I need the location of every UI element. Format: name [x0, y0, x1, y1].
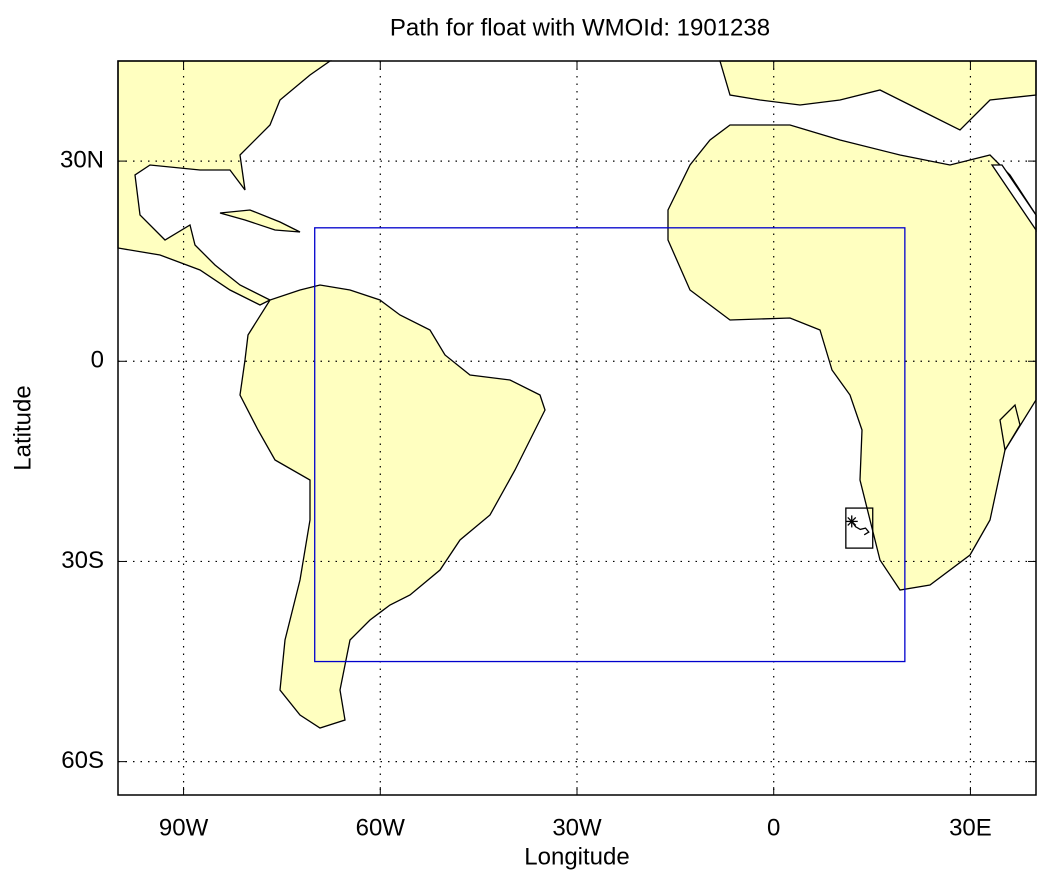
y-axis-title: Latitude: [9, 385, 36, 470]
chart-title: Path for float with WMOId: 1901238: [390, 14, 770, 41]
south-america: [239, 284, 546, 729]
y-tick-label: 0: [91, 347, 104, 374]
land: [117, 60, 1037, 729]
cuba: [219, 209, 301, 233]
x-tick-label: 90W: [159, 814, 209, 841]
x-tick-label: 30W: [552, 814, 602, 841]
x-axis-title: Longitude: [524, 843, 629, 870]
madagascar: [999, 403, 1021, 452]
europe: [719, 60, 1037, 131]
start-marker-stroke: [847, 516, 857, 526]
x-tick-label: 60W: [356, 814, 406, 841]
x-tick-label: 30E: [949, 814, 992, 841]
y-tick-label: 30N: [60, 146, 104, 173]
x-tick-label: 0: [767, 814, 780, 841]
y-tick-label: 30S: [61, 547, 104, 574]
float-track: [851, 521, 870, 536]
start-marker: [845, 515, 858, 528]
region-box: [314, 227, 906, 663]
y-tick-label: 60S: [61, 747, 104, 774]
track-box: [845, 507, 874, 549]
north-america: [117, 60, 333, 306]
